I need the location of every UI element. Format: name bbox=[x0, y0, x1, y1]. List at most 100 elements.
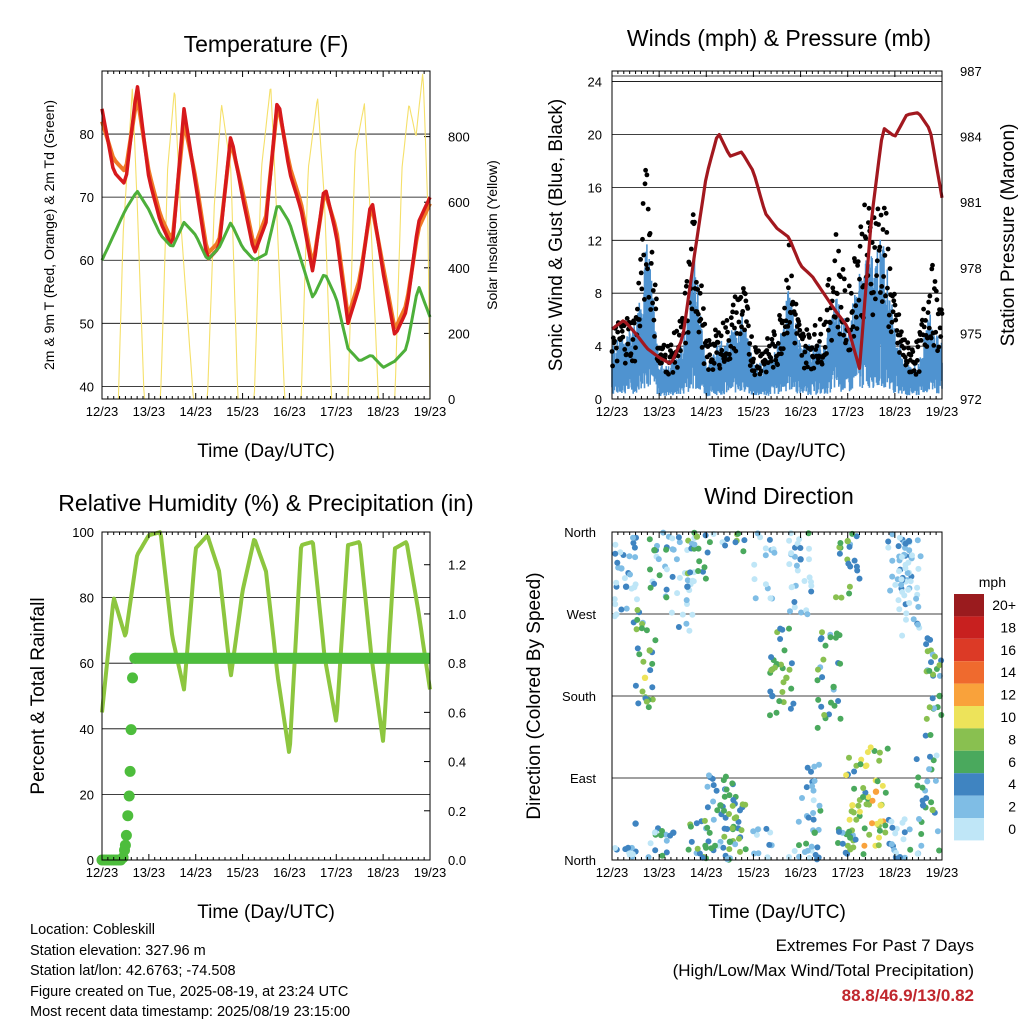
direction-point bbox=[740, 548, 747, 555]
recent-timestamp-text: Most recent data timestamp: 2025/08/19 2… bbox=[30, 1004, 351, 1020]
direction-point bbox=[903, 616, 909, 623]
gust-point bbox=[908, 352, 914, 358]
direction-point bbox=[923, 641, 930, 648]
gust-point bbox=[784, 330, 790, 336]
direction-point bbox=[848, 808, 855, 815]
direction-point bbox=[634, 596, 640, 603]
gust-point bbox=[853, 314, 859, 320]
x-tick-label: 12/23 bbox=[596, 865, 629, 880]
gust-point bbox=[881, 205, 887, 211]
direction-point bbox=[851, 557, 858, 564]
x-tick-label: 15/23 bbox=[737, 404, 770, 419]
direction-point bbox=[900, 836, 907, 843]
gust-point bbox=[797, 327, 803, 333]
gust-point bbox=[701, 306, 706, 311]
y-tick-label: 16 bbox=[588, 180, 602, 195]
elevation-text: Station elevation: 327.96 m bbox=[30, 942, 206, 959]
y-right-tick-label: 0.6 bbox=[448, 705, 466, 720]
direction-point bbox=[663, 566, 670, 573]
gust-point bbox=[911, 368, 917, 373]
gust-point bbox=[885, 246, 891, 252]
x-tick-label: 17/23 bbox=[320, 404, 353, 419]
direction-point bbox=[724, 536, 731, 542]
gust-point bbox=[913, 372, 919, 377]
direction-point bbox=[730, 797, 737, 803]
direction-point bbox=[618, 606, 625, 613]
direction-point bbox=[669, 573, 676, 580]
direction-point bbox=[860, 794, 866, 800]
direction-point bbox=[617, 549, 624, 556]
x-tick-label: 18/23 bbox=[367, 865, 400, 880]
direction-point bbox=[871, 748, 878, 754]
direction-point bbox=[806, 574, 813, 581]
y-tick-label: 0 bbox=[87, 853, 94, 868]
chart-title: Winds (mph) & Pressure (mb) bbox=[627, 25, 931, 51]
direction-point bbox=[804, 847, 811, 854]
x-tick-label: 12/23 bbox=[86, 865, 119, 880]
direction-point bbox=[786, 561, 793, 568]
gust-point bbox=[874, 258, 880, 264]
gust-point bbox=[879, 299, 885, 304]
gust-point bbox=[761, 361, 767, 367]
direction-point bbox=[791, 848, 798, 854]
direction-point bbox=[651, 829, 658, 836]
direction-point bbox=[631, 544, 638, 551]
direction-point bbox=[649, 684, 656, 691]
y-right-tick-label: 1.0 bbox=[448, 607, 466, 622]
direction-point bbox=[632, 554, 639, 561]
y-tick-label: 70 bbox=[80, 190, 94, 205]
gust-point bbox=[769, 336, 775, 342]
direction-point bbox=[684, 577, 691, 584]
gust-point bbox=[935, 348, 940, 354]
direction-point bbox=[704, 824, 711, 831]
humidity-series bbox=[100, 530, 432, 754]
direction-point bbox=[687, 569, 694, 576]
precip-point bbox=[120, 829, 132, 841]
colorbar-label: 14 bbox=[1000, 664, 1016, 680]
direction-point bbox=[754, 826, 761, 833]
direction-point bbox=[909, 552, 915, 559]
direction-point bbox=[721, 807, 727, 814]
direction-point bbox=[702, 575, 709, 582]
direction-point bbox=[611, 596, 618, 603]
station-info: Location: Cobleskill Station elevation: … bbox=[30, 920, 350, 1023]
gust-point bbox=[871, 290, 876, 295]
direction-point bbox=[846, 816, 853, 823]
gust-point bbox=[621, 323, 627, 329]
direction-point bbox=[659, 852, 666, 859]
direction-point bbox=[722, 773, 729, 780]
gust-point bbox=[635, 306, 640, 312]
direction-point bbox=[729, 825, 736, 832]
direction-point bbox=[901, 829, 908, 836]
direction-point bbox=[810, 816, 817, 823]
gust-point bbox=[847, 347, 853, 353]
direction-point bbox=[639, 621, 646, 627]
direction-point bbox=[702, 842, 709, 849]
gust-point bbox=[811, 365, 817, 371]
extremes-subtitle: (High/Low/Max Wind/Total Precipitation) bbox=[672, 961, 974, 980]
gust-point bbox=[899, 329, 904, 335]
sonic-wind-series bbox=[611, 239, 943, 397]
gust-point bbox=[678, 324, 684, 330]
direction-point bbox=[789, 584, 796, 590]
direction-point bbox=[793, 562, 800, 569]
gust-point bbox=[836, 248, 841, 254]
direction-point bbox=[663, 849, 670, 856]
gust-point bbox=[712, 343, 718, 348]
gust-point bbox=[728, 315, 734, 321]
direction-point bbox=[864, 749, 871, 756]
gust-point bbox=[747, 341, 753, 346]
gust-point bbox=[866, 205, 872, 211]
gust-point bbox=[925, 310, 931, 315]
direction-point bbox=[726, 838, 734, 845]
direction-point bbox=[751, 576, 758, 583]
direction-point bbox=[876, 834, 882, 841]
y-tick-label: 40 bbox=[80, 379, 94, 394]
y-tick-label: 4 bbox=[595, 339, 602, 354]
direction-point bbox=[668, 609, 675, 616]
direction-point bbox=[862, 789, 869, 796]
extremes-title: Extremes For Past 7 Days bbox=[775, 936, 974, 955]
gust-point bbox=[622, 360, 628, 366]
y-tick-label: North bbox=[564, 525, 596, 540]
colorbar-swatch bbox=[954, 750, 984, 774]
